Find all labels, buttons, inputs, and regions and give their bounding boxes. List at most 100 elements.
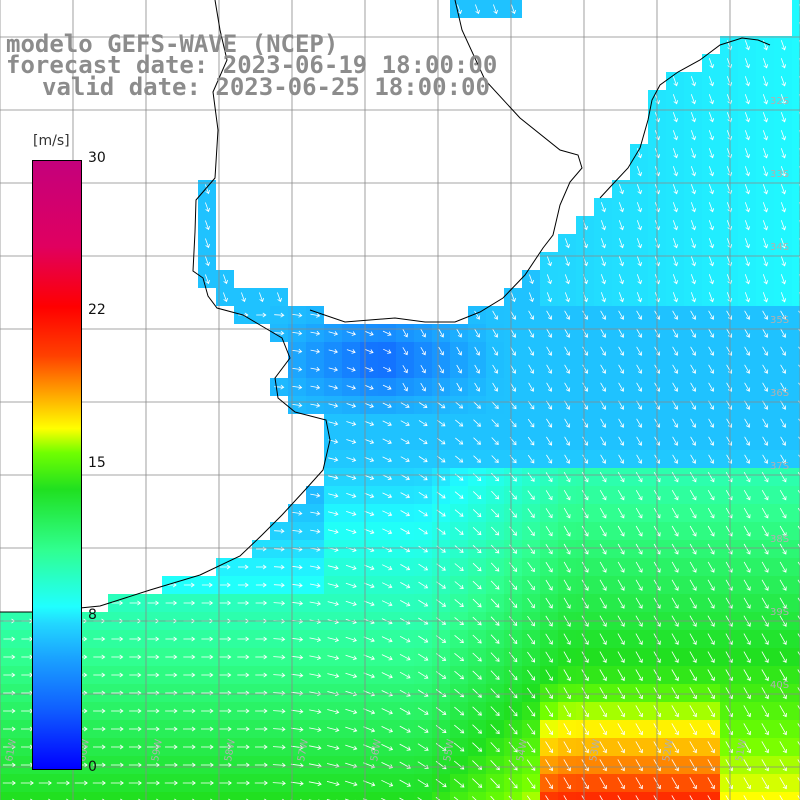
wind-arrow: [744, 130, 751, 141]
wind-arrow: [581, 633, 589, 646]
wind-arrow: [273, 726, 286, 732]
wind-arrow: [797, 795, 800, 800]
wind-arrow: [346, 331, 356, 336]
wind-arrow: [707, 489, 715, 501]
wind-arrow: [600, 346, 607, 356]
wind-arrow: [237, 672, 250, 678]
wind-arrow: [599, 777, 607, 790]
wind-arrow: [780, 166, 787, 177]
wind-arrow: [581, 777, 589, 790]
wind-arrow: [726, 310, 733, 320]
wind-arrow: [797, 525, 800, 531]
wind-cell: [792, 684, 800, 702]
wind-arrow: [617, 597, 625, 609]
wind-arrow: [492, 346, 499, 356]
wind-arrow: [743, 759, 751, 772]
wind-arrow: [147, 708, 160, 714]
wind-arrow: [309, 655, 322, 660]
wind-cell: [792, 180, 800, 198]
wind-arrow: [327, 727, 340, 733]
wind-arrow: [128, 780, 142, 786]
wind-arrow: [328, 475, 339, 480]
wind-arrow: [672, 148, 679, 159]
wind-cell: [792, 54, 800, 72]
wind-arrow: [672, 166, 679, 177]
wind-arrow: [292, 330, 303, 336]
wind-arrow: [147, 600, 160, 606]
wind-arrow: [582, 328, 589, 338]
wind-arrow: [183, 582, 195, 588]
wind-cell: [738, 792, 756, 800]
wind-arrow: [564, 436, 571, 446]
wind-arrow: [672, 256, 679, 267]
wind-arrow: [3, 672, 16, 678]
wind-arrow: [292, 366, 303, 372]
wind-arrow: [277, 292, 282, 303]
longitude-label: 56W: [369, 738, 384, 762]
wind-arrow: [74, 780, 88, 786]
wind-arrow: [672, 328, 679, 338]
wind-arrow: [382, 456, 393, 463]
wind-arrow: [111, 744, 124, 750]
wind-arrow: [744, 94, 751, 105]
wind-arrow: [707, 543, 715, 555]
wind-arrow: [743, 633, 751, 646]
wind-arrow: [92, 780, 106, 786]
wind-arrow: [636, 184, 643, 195]
wind-arrow: [779, 687, 787, 700]
wind-arrow: [402, 382, 408, 392]
wind-arrow: [205, 202, 210, 213]
wind-arrow: [672, 346, 679, 356]
wind-arrow: [690, 364, 697, 374]
wind-arrow: [220, 564, 231, 570]
wind-arrow: [563, 525, 571, 537]
wind-arrow: [508, 687, 518, 699]
wind-arrow: [528, 328, 535, 338]
wind-arrow: [492, 364, 499, 374]
wind-arrow: [291, 709, 304, 714]
wind-arrow: [473, 437, 481, 445]
wind-arrow: [779, 561, 787, 573]
wind-arrow: [600, 382, 607, 392]
wind-cell: [612, 792, 630, 800]
legend-tick-22: 22: [88, 302, 106, 318]
wind-arrow: [472, 670, 482, 680]
wind-arrow: [346, 403, 357, 408]
wind-cell: [792, 72, 800, 90]
wind-arrow: [309, 727, 322, 732]
wind-arrow: [490, 724, 500, 735]
wind-arrow: [490, 580, 500, 590]
wind-arrow: [618, 238, 624, 249]
wind-arrow: [545, 651, 553, 663]
wind-cell: [108, 792, 126, 800]
wind-arrow: [290, 781, 304, 786]
wind-arrow: [761, 741, 769, 754]
wind-arrow: [508, 652, 518, 663]
wind-arrow: [581, 687, 589, 700]
wind-arrow: [418, 420, 428, 427]
wind-arrow: [780, 454, 787, 464]
wind-arrow: [617, 543, 625, 555]
wind-arrow: [636, 256, 643, 267]
wind-arrow: [708, 58, 715, 69]
wind-arrow: [417, 797, 423, 800]
wind-arrow: [345, 744, 358, 751]
wind-arrow: [797, 759, 800, 764]
wind-arrow: [762, 256, 769, 267]
legend-tick-15: 15: [88, 455, 106, 471]
wind-arrow: [201, 690, 214, 696]
wind-arrow: [690, 148, 697, 159]
wind-arrow: [165, 690, 178, 696]
wind-arrow: [617, 489, 625, 501]
wind-arrow: [165, 654, 178, 660]
wind-arrow: [165, 672, 178, 678]
wind-arrow: [310, 348, 321, 354]
wind-arrow: [454, 634, 464, 644]
wind-arrow: [255, 636, 268, 642]
wind-arrow: [743, 579, 751, 591]
wind-arrow: [599, 705, 607, 718]
wind-arrow: [147, 636, 160, 642]
wind-arrow: [797, 651, 800, 657]
wind-arrow: [617, 723, 625, 736]
wind-arrow: [364, 420, 375, 426]
